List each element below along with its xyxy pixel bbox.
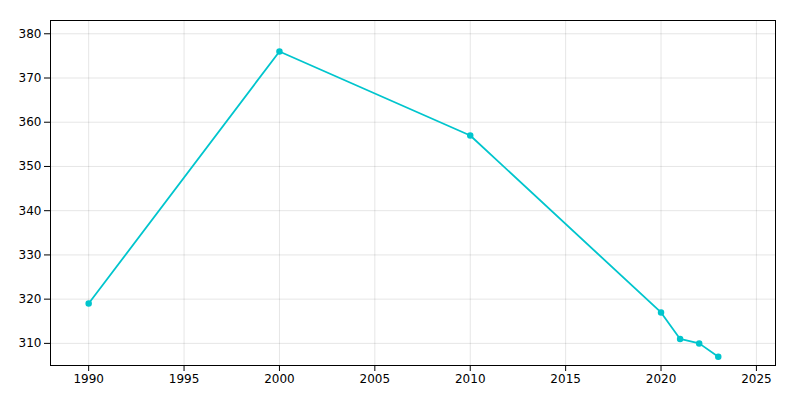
svg-text:340: 340 [19, 204, 42, 218]
svg-text:2000: 2000 [264, 372, 295, 386]
svg-text:320: 320 [19, 292, 42, 306]
svg-text:2020: 2020 [646, 372, 677, 386]
svg-text:350: 350 [19, 159, 42, 173]
svg-text:360: 360 [19, 115, 42, 129]
svg-text:2015: 2015 [550, 372, 581, 386]
svg-text:1995: 1995 [169, 372, 200, 386]
svg-text:2005: 2005 [360, 372, 391, 386]
svg-text:370: 370 [19, 71, 42, 85]
svg-text:1990: 1990 [73, 372, 104, 386]
svg-text:310: 310 [19, 336, 42, 350]
svg-text:2010: 2010 [455, 372, 486, 386]
svg-text:2025: 2025 [741, 372, 772, 386]
svg-text:380: 380 [19, 27, 42, 41]
svg-text:330: 330 [19, 248, 42, 262]
